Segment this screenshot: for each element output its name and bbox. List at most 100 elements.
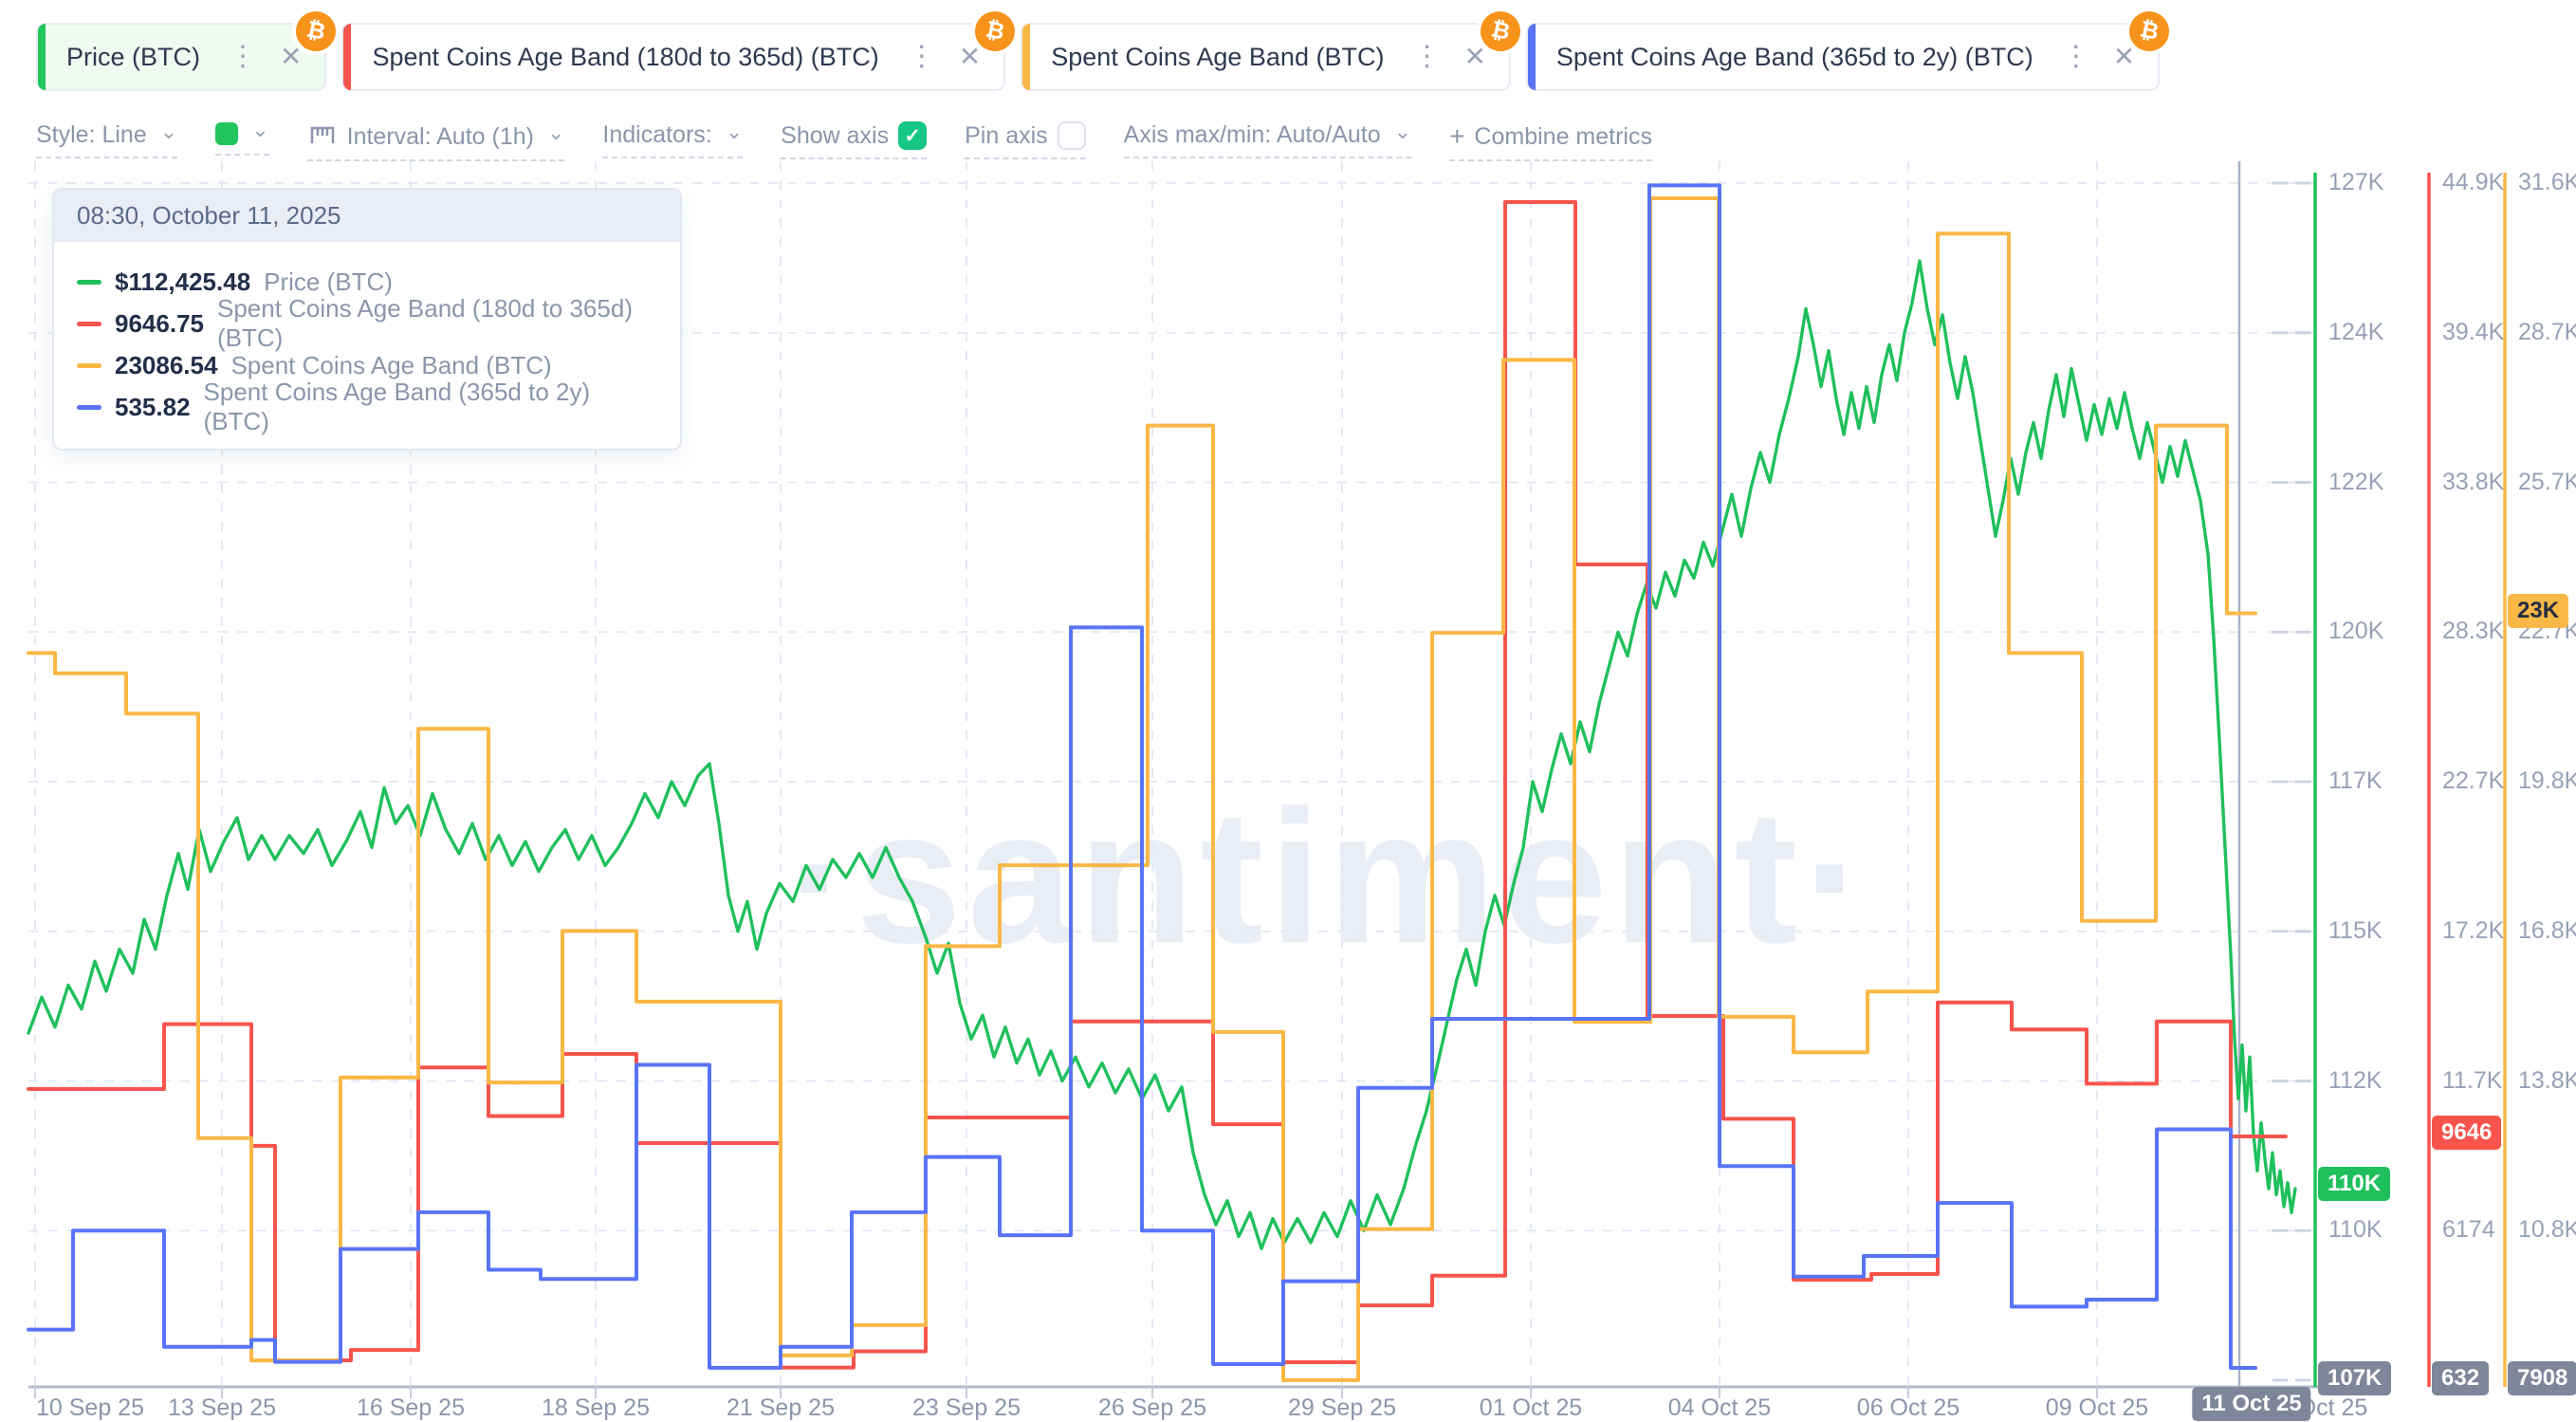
- spent_all-min-badge: 7908: [2508, 1361, 2576, 1395]
- spent_180d_365d-tick-label: 33.8K: [2442, 468, 2505, 495]
- tooltip-value: 535.82: [115, 392, 191, 421]
- show-axis-checkbox[interactable]: ✓: [898, 121, 928, 150]
- spent_all-tick-label: 10.8K: [2518, 1216, 2576, 1244]
- series-dash-icon: [77, 404, 101, 410]
- tab-label: Price (BTC): [66, 42, 200, 71]
- chevron-down-icon: ⌄: [1393, 119, 1412, 143]
- chart-toolbar: Style: Line ⌄ ⌄ Interval: Auto (1h) ⌄ In…: [36, 118, 1652, 161]
- spent_all-value-badge: 23K: [2508, 594, 2569, 628]
- chevron-down-icon: ⌄: [159, 119, 178, 143]
- chevron-down-icon: ⌄: [725, 119, 744, 143]
- spent_all-tick-label: 31.6K: [2518, 169, 2576, 195]
- x-tick-label: 21 Sep 25: [727, 1394, 835, 1421]
- tooltip-legend: $112,425.48 Price (BTC) 9646.75 Spent Coins…: [54, 242, 680, 449]
- chart-plot-area[interactable]: ·santiment· 127K 124K 122K 120K 117K 115K 112K…: [0, 161, 2576, 1421]
- tooltip-series-name: Spent Coins Age Band (BTC): [230, 350, 552, 379]
- close-icon[interactable]: ✕: [280, 42, 303, 71]
- series-spent-coins-age-band-btc-: [27, 195, 2257, 1382]
- indicators-selector[interactable]: Indicators: ⌄: [602, 119, 744, 158]
- tooltip-row: 9646.75 Spent Coins Age Band (180d to 365…: [77, 294, 657, 352]
- show-axis-toggle[interactable]: Show axis ✓: [781, 121, 928, 159]
- spent_all-tick-label: 13.8K: [2518, 1066, 2576, 1094]
- tab-color-bar: [343, 24, 352, 90]
- price_usd-tick-label: 124K: [2328, 318, 2384, 345]
- price_usd-tick-label: 115K: [2328, 916, 2383, 944]
- spent_all-tick-label: 25.7K: [2518, 468, 2576, 495]
- crosshair-date-badge: 11 Oct 25: [2192, 1387, 2311, 1421]
- metric-tab-3[interactable]: Spent Coins Age Band (365d to 2y) (BTC) ⋮…: [1525, 3, 2178, 91]
- pin-axis-label: Pin axis: [965, 121, 1048, 149]
- combine-metrics-label: Combine metrics: [1474, 122, 1652, 150]
- metric-tab-0[interactable]: Price (BTC) ⋮ ✕ ₿: [36, 3, 345, 91]
- spent_180d_365d-tick-label: 6174: [2442, 1216, 2495, 1244]
- combine-metrics-button[interactable]: + Combine metrics: [1449, 121, 1652, 161]
- series-color-picker[interactable]: ⌄: [215, 118, 269, 156]
- tab-color-bar: [38, 24, 46, 90]
- plus-icon: +: [1449, 121, 1465, 151]
- close-icon[interactable]: ✕: [958, 42, 982, 71]
- x-tick-label: 09 Oct 25: [2045, 1394, 2149, 1421]
- check-icon: ✓: [904, 124, 921, 147]
- price_usd-tick-label: 122K: [2328, 468, 2384, 495]
- x-tick-label: 16 Sep 25: [357, 1394, 465, 1421]
- price_usd-tick-label: 127K: [2328, 169, 2384, 195]
- tab-label: Spent Coins Age Band (180d to 365d) (BTC…: [372, 42, 879, 71]
- chevron-down-icon: ⌄: [251, 118, 269, 141]
- x-tick-label: 06 Oct 25: [1856, 1394, 1960, 1421]
- spent_180d_365d-tick-label: 22.7K: [2442, 767, 2505, 794]
- tooltip-value: 9646.75: [115, 308, 204, 338]
- price_usd-tick-label: 117K: [2328, 767, 2383, 794]
- tab-color-bar: [1527, 24, 1536, 90]
- tooltip-row: 535.82 Spent Coins Age Band (365d to 2y) …: [77, 378, 657, 435]
- close-icon[interactable]: ✕: [1463, 42, 1486, 71]
- tooltip-row: $112,425.48 Price (BTC): [77, 261, 657, 303]
- spent_180d_365d-tick-label: 44.9K: [2442, 169, 2505, 195]
- spent_all-tick-label: 19.8K: [2518, 767, 2576, 794]
- indicators-label: Indicators:: [602, 121, 712, 148]
- kebab-menu-icon[interactable]: ⋮: [1412, 41, 1442, 72]
- tooltip-series-name: Price (BTC): [264, 267, 393, 296]
- price_usd-min-badge: 107K: [2318, 1361, 2392, 1395]
- color-swatch: [215, 122, 239, 145]
- series-spent-coins-age-band-365d-to-2y-btc-: [27, 183, 2257, 1370]
- spent_180d_365d-min-badge: 632: [2432, 1361, 2490, 1395]
- spent_180d_365d-tick-label: 11.7K: [2442, 1066, 2503, 1094]
- style-selector[interactable]: Style: Line ⌄: [36, 119, 178, 158]
- pin-axis-checkbox[interactable]: [1057, 121, 1086, 150]
- tab-label: Spent Coins Age Band (BTC): [1051, 42, 1385, 71]
- price_usd-tick-label: 120K: [2328, 618, 2384, 645]
- interval-ruler-icon: [310, 126, 334, 144]
- x-tick-label: 26 Sep 25: [1098, 1394, 1206, 1421]
- kebab-menu-icon[interactable]: ⋮: [907, 41, 936, 72]
- kebab-menu-icon[interactable]: ⋮: [229, 41, 257, 72]
- spent_180d_365d-tick-label: 28.3K: [2442, 618, 2505, 645]
- interval-label: Interval: Auto (1h): [346, 122, 534, 150]
- kebab-menu-icon[interactable]: ⋮: [2061, 41, 2090, 72]
- series-price-btc-: [27, 259, 2297, 1250]
- x-tick-label: 10 Sep 25: [36, 1394, 144, 1421]
- chevron-down-icon: ⌄: [546, 120, 565, 144]
- interval-selector[interactable]: Interval: Auto (1h) ⌄: [306, 120, 565, 161]
- metric-tab-1[interactable]: Spent Coins Age Band (180d to 365d) (BTC…: [341, 3, 1023, 91]
- chart-canvas[interactable]: [0, 161, 2576, 1419]
- x-tick-label: 23 Sep 25: [912, 1394, 1021, 1421]
- x-tick-label: 04 Oct 25: [1667, 1394, 1772, 1421]
- pin-axis-toggle[interactable]: Pin axis: [965, 121, 1086, 159]
- price_usd-tick-label: 110K: [2328, 1216, 2383, 1244]
- series-dash-icon: [77, 362, 101, 368]
- tab-color-bar: [1022, 24, 1031, 90]
- axis-maxmin-selector[interactable]: Axis max/min: Auto/Auto ⌄: [1123, 119, 1412, 158]
- tab-label: Spent Coins Age Band (365d to 2y) (BTC): [1555, 42, 2033, 71]
- spent_all-tick-label: 28.7K: [2518, 318, 2576, 345]
- price_usd-tick-label: 112K: [2328, 1066, 2383, 1094]
- metric-tab-2[interactable]: Spent Coins Age Band (BTC) ⋮ ✕ ₿: [1021, 3, 1529, 91]
- tooltip-series-name: Spent Coins Age Band (365d to 2y) (BTC): [203, 378, 591, 435]
- series-dash-icon: [77, 321, 101, 326]
- price_usd-value-badge: 110K: [2318, 1167, 2391, 1201]
- x-tick-label: 13 Sep 25: [168, 1394, 276, 1421]
- spent_all-tick-label: 16.8K: [2518, 916, 2576, 944]
- close-icon[interactable]: ✕: [2112, 42, 2136, 71]
- series-dash-icon: [77, 279, 101, 285]
- show-axis-label: Show axis: [781, 121, 890, 149]
